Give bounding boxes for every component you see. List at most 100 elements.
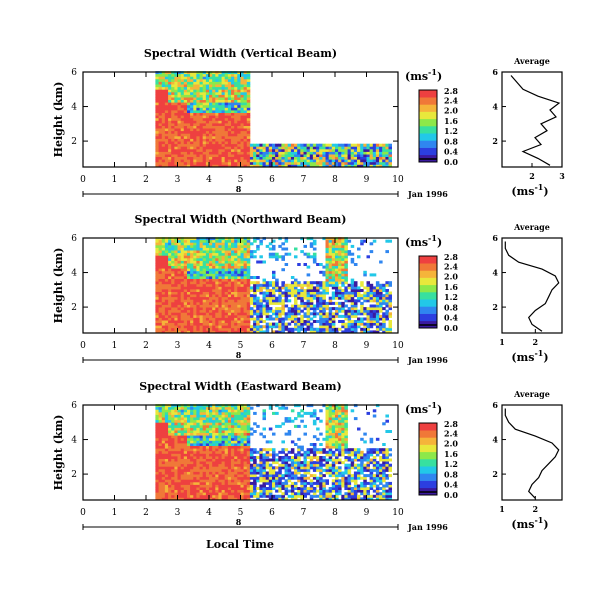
heatmap-cell (202, 487, 207, 490)
heatmap-cell (209, 471, 213, 475)
heatmap-cell (388, 148, 392, 152)
heatmap-cell (164, 286, 169, 290)
heatmap-cell (246, 476, 251, 480)
heatmap-cell (231, 148, 235, 152)
heatmap-cell (212, 135, 216, 139)
heatmap-cell (158, 471, 163, 475)
colorbar-swatch (419, 277, 437, 286)
heatmap-cell (158, 492, 163, 496)
panel-title: Spectral Width (Eastward Beam) (139, 380, 341, 393)
heatmap-cell (161, 309, 166, 313)
heatmap-cell (297, 159, 301, 163)
heatmap-cell (331, 296, 336, 300)
heatmap-cell (237, 427, 241, 431)
heatmap-cell (183, 244, 188, 248)
heatmap-cell (212, 474, 216, 478)
heatmap-cell (187, 94, 191, 98)
heatmap-cell (227, 307, 232, 311)
heatmap-cell (171, 156, 175, 160)
heatmap-cell (215, 289, 219, 292)
heatmap-cell (199, 89, 204, 93)
heatmap-cell (193, 278, 197, 282)
heatmap-cell (227, 146, 232, 150)
heatmap-cell (202, 419, 207, 423)
heatmap-cell (161, 468, 166, 472)
heatmap-cell (174, 458, 178, 462)
heatmap-cell (331, 151, 336, 155)
heatmap-cell (168, 244, 172, 248)
heatmap-cell (331, 270, 336, 274)
heatmap-cell (205, 435, 210, 439)
heatmap-cell (161, 320, 166, 323)
heatmap-cell (187, 128, 191, 132)
heatmap-cell (161, 424, 166, 428)
heatmap-cell (341, 294, 345, 298)
heatmap-cell (237, 291, 241, 295)
colorbar-tick-label: 0.0 (444, 157, 458, 167)
heatmap-cell (209, 250, 213, 254)
heatmap-cell (224, 73, 229, 77)
heatmap-cell (205, 130, 210, 134)
heatmap-cell (294, 146, 298, 150)
heatmap-cell (227, 312, 232, 316)
heatmap-cell (155, 443, 159, 446)
heatmap-cell (234, 448, 238, 452)
heatmap-cell (234, 440, 238, 444)
heatmap-cell (259, 492, 263, 496)
heatmap-cell (331, 154, 336, 157)
heatmap-cell (350, 307, 355, 311)
heatmap-cell (190, 99, 194, 103)
heatmap-cell (363, 154, 367, 157)
heatmap-cell (180, 125, 185, 129)
heatmap-cell (183, 320, 188, 323)
heatmap-cell (155, 497, 159, 501)
heatmap-cell (275, 161, 279, 165)
heatmap-cell (161, 312, 166, 316)
heatmap-cell (155, 151, 159, 155)
heatmap-cell (309, 330, 314, 334)
heatmap-cell (240, 314, 244, 318)
heatmap-cell (190, 143, 194, 147)
heatmap-cell (281, 291, 285, 295)
heatmap-cell (379, 161, 383, 165)
heatmap-cell (322, 146, 326, 150)
heatmap-cell (344, 276, 348, 279)
heatmap-cell (202, 471, 207, 475)
heatmap-cell (161, 159, 166, 163)
heatmap-cell (196, 128, 200, 132)
heatmap-cell (164, 146, 169, 150)
heatmap-cell (375, 299, 380, 303)
heatmap-cell (155, 239, 159, 243)
heatmap-cell (212, 97, 216, 100)
heatmap-cell (224, 281, 229, 285)
heatmap-cell (199, 255, 204, 259)
heatmap-cell (246, 143, 251, 147)
heatmap-cell (363, 327, 367, 331)
heatmap-cell (385, 314, 389, 318)
heatmap-cell (187, 312, 191, 316)
heatmap-cell (237, 99, 241, 103)
heatmap-cell (183, 294, 188, 298)
heatmap-cell (161, 161, 166, 165)
heatmap-cell (347, 330, 352, 334)
heatmap-cell (164, 138, 169, 142)
heatmap-cell (240, 86, 244, 90)
heatmap-cell (218, 104, 222, 108)
heatmap-cell (275, 257, 279, 261)
heatmap-cell (215, 458, 219, 462)
heatmap-cell (253, 461, 257, 465)
heatmap-cell (171, 112, 175, 116)
heatmap-cell (187, 479, 191, 483)
heatmap-cell (388, 281, 392, 285)
heatmap-cell (196, 252, 200, 256)
colorbar-tick-label: 0.8 (444, 302, 458, 312)
heatmap-cell (196, 301, 200, 305)
heatmap-cell (306, 299, 311, 303)
heatmap-cell (158, 468, 163, 472)
heatmap-cell (341, 154, 345, 157)
heatmap-cell (171, 463, 175, 467)
heatmap-cell (161, 78, 166, 82)
heatmap-cell (205, 146, 210, 150)
heatmap-cell (353, 151, 358, 155)
